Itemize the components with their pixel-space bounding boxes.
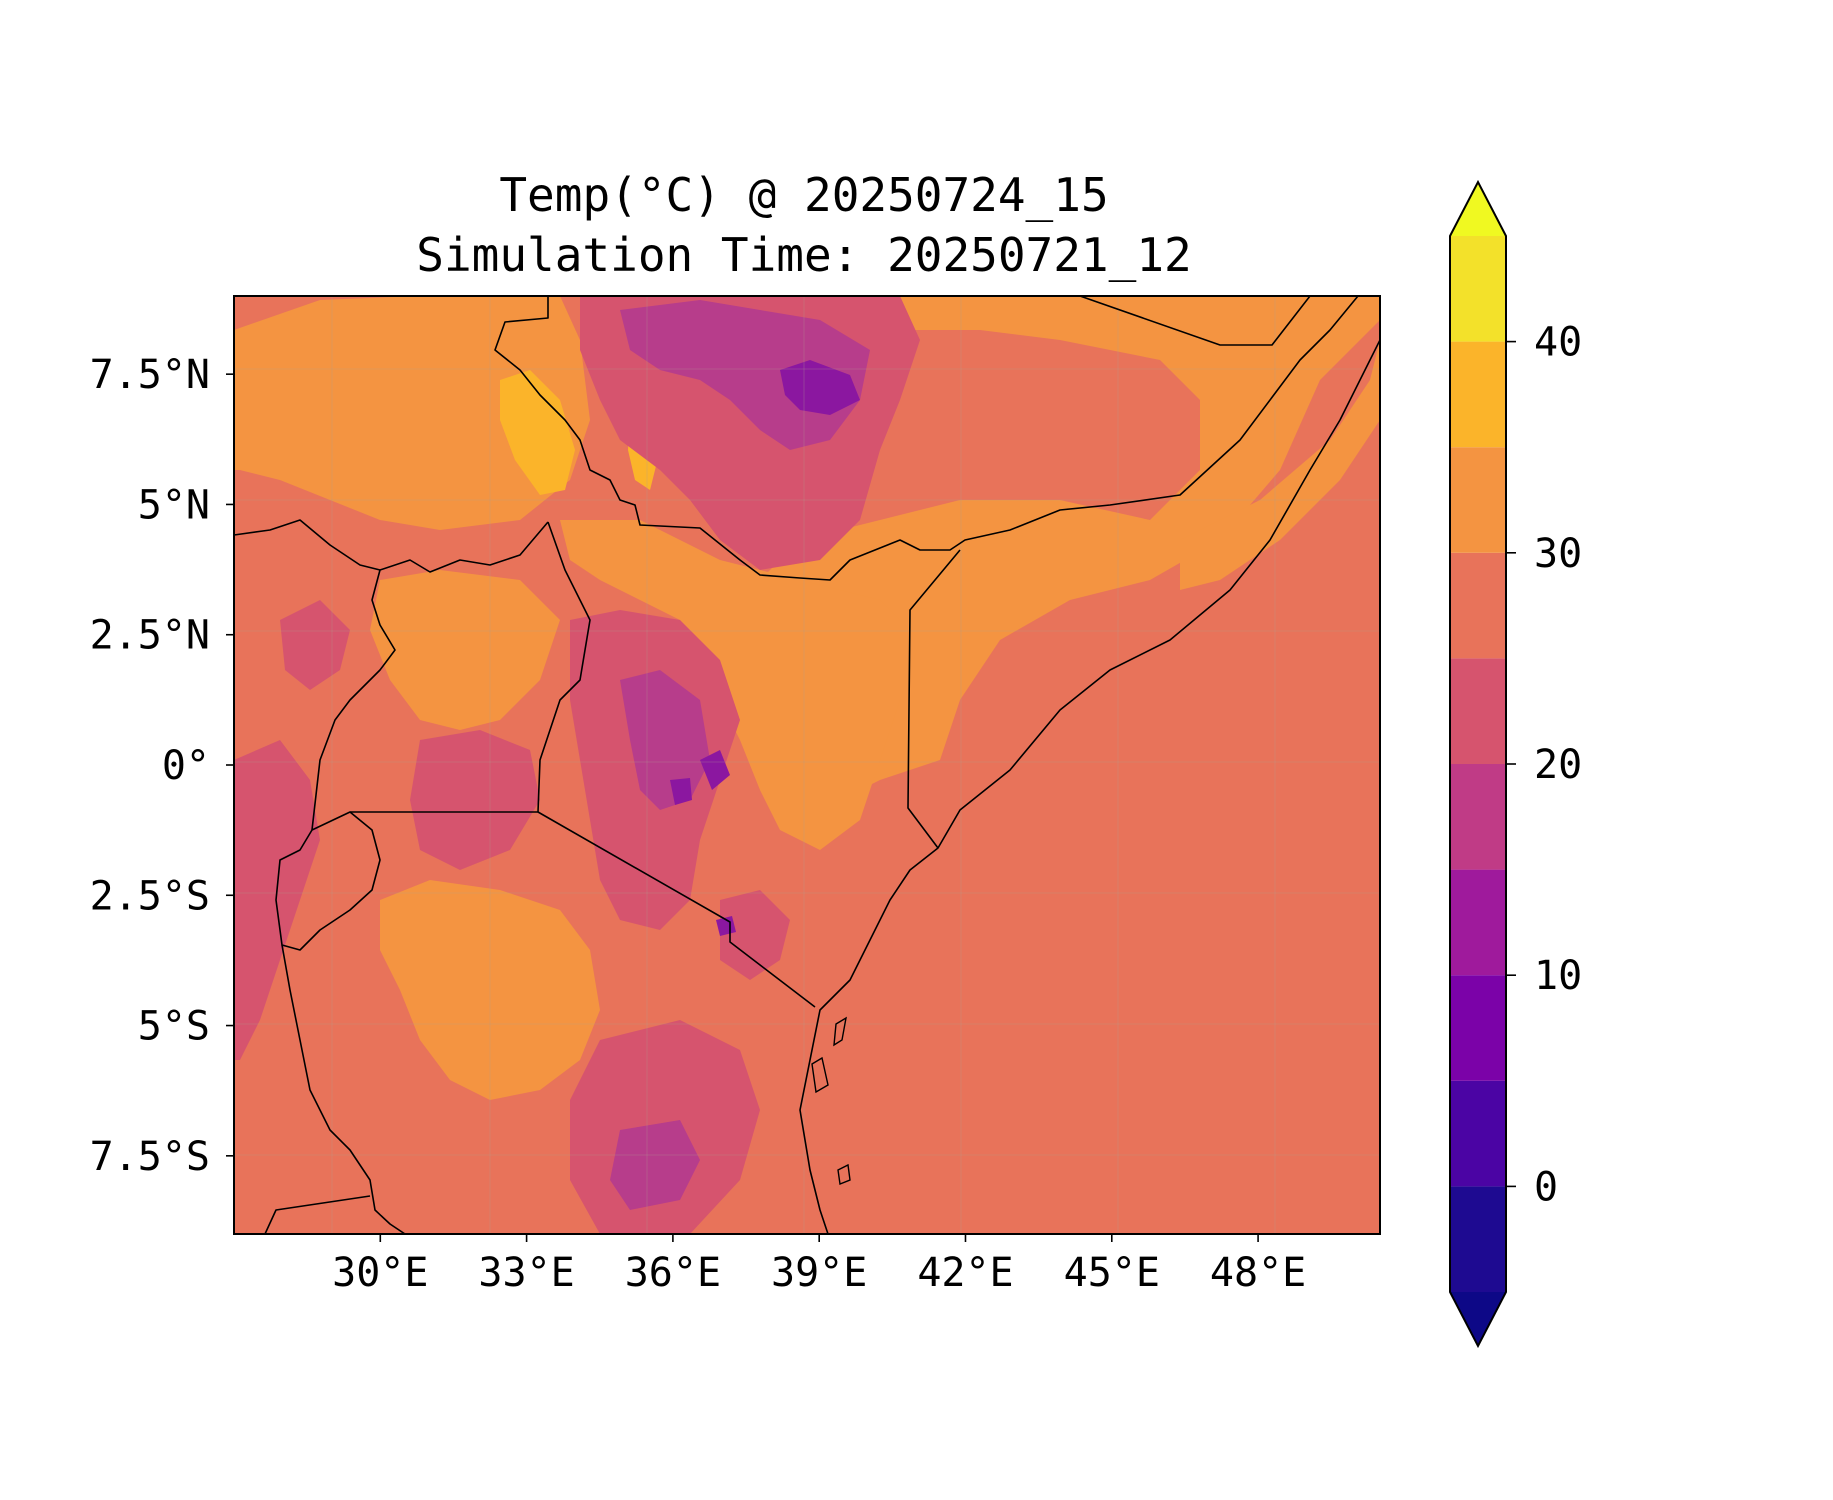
field-warm-tanzania — [380, 880, 600, 1100]
lon-tick-label: 33°E — [478, 1250, 574, 1296]
map-gridlines — [234, 296, 1380, 1234]
map-title: Temp(°C) @ 20250724_15 — [499, 168, 1109, 222]
field-cold-kenya-2 — [670, 778, 692, 805]
field-highland-rwanda — [234, 740, 320, 1060]
colorbar-segment — [1450, 552, 1506, 659]
lon-tick-label: 48°E — [1210, 1250, 1306, 1296]
colorbar-segment — [1450, 1186, 1506, 1292]
border-rwanda-burundi — [275, 811, 381, 951]
map-panel — [233, 295, 1381, 1235]
colorbar-segment — [1450, 975, 1506, 1081]
map-subtitle: Simulation Time: 20250721_12 — [416, 228, 1192, 282]
temperature-field — [234, 296, 1380, 1234]
border-eth-somaliland — [1079, 296, 1311, 346]
colorbar-extend-under — [1450, 1292, 1506, 1346]
field-cool-kenya — [620, 670, 710, 810]
field-highland-lake-victoria — [410, 730, 540, 870]
lon-tick-label: 36°E — [625, 1250, 721, 1296]
colorbar: 0 10 20 30 40 — [1449, 179, 1582, 1349]
border-drc-uga — [311, 569, 396, 831]
lat-tick-label: 5°S — [138, 1004, 210, 1050]
field-hot-lake-turkana — [500, 370, 575, 495]
latitude-axis: 7.5°N 5°N 2.5°N 0° 2.5°S 5°S 7.5°S — [90, 352, 234, 1180]
lat-tick-label: 7.5°N — [90, 352, 210, 398]
lon-tick-label: 42°E — [917, 1250, 1013, 1296]
colorbar-segment — [1450, 1080, 1506, 1187]
field-warm-uganda — [370, 570, 560, 730]
field-cold-ethiopia — [780, 360, 860, 415]
colorbar-segment — [1450, 236, 1506, 342]
lat-tick-label: 0° — [162, 743, 210, 789]
colorbar-segment — [1450, 764, 1506, 870]
lon-tick-label: 39°E — [771, 1250, 867, 1296]
lat-tick-label: 2.5°S — [90, 873, 210, 919]
island-zanzibar — [811, 1056, 829, 1094]
colorbar-segment — [1450, 869, 1506, 976]
colorbar-outline — [1449, 179, 1507, 1349]
field-warm-somalia-coast — [1180, 340, 1380, 590]
lat-tick-label: 7.5°S — [90, 1134, 210, 1180]
border-zmb — [264, 1195, 371, 1234]
border-ken-som — [907, 549, 961, 849]
field-cool-ethiopia — [620, 300, 870, 450]
coastline-somalia — [799, 339, 1380, 1234]
colorbar-tick-label: 0 — [1534, 1164, 1558, 1210]
field-cool-tanzania-s — [610, 1120, 700, 1210]
lat-tick-label: 2.5°N — [90, 613, 210, 659]
lat-tick-label: 5°N — [138, 482, 210, 528]
longitude-axis: 30°E 33°E 36°E 39°E 42°E 45°E 48°E — [332, 1234, 1306, 1296]
colorbar-segment — [1450, 658, 1506, 764]
field-cold-kenya-1 — [700, 750, 730, 790]
border-uga-ken — [537, 521, 591, 813]
colorbar-tick-label: 40 — [1534, 320, 1582, 366]
colorbar-segment — [1450, 447, 1506, 553]
border-ssd-uga — [234, 519, 549, 573]
colorbar-tick-label: 10 — [1534, 953, 1582, 999]
border-ssd-eth — [494, 296, 1359, 581]
island-pemba — [833, 1016, 847, 1047]
field-highland-uganda-w — [280, 600, 350, 690]
field-cold-tanzania-ne — [716, 916, 736, 936]
border-tza-drc — [281, 944, 406, 1234]
colorbar-segment — [1450, 341, 1506, 448]
lon-tick-label: 30°E — [332, 1250, 428, 1296]
field-warm-ne-kenya — [560, 520, 920, 850]
country-borders — [234, 296, 1380, 1234]
island-mafia — [837, 1163, 851, 1185]
colorbar-tick-label: 20 — [1534, 742, 1582, 788]
lon-tick-label: 45°E — [1064, 1250, 1160, 1296]
border-ken-tza — [537, 811, 816, 1008]
field-highland-tanzania-ne — [720, 890, 790, 980]
colorbar-tick-label: 30 — [1534, 531, 1582, 577]
colorbar-extend-over — [1450, 182, 1506, 236]
